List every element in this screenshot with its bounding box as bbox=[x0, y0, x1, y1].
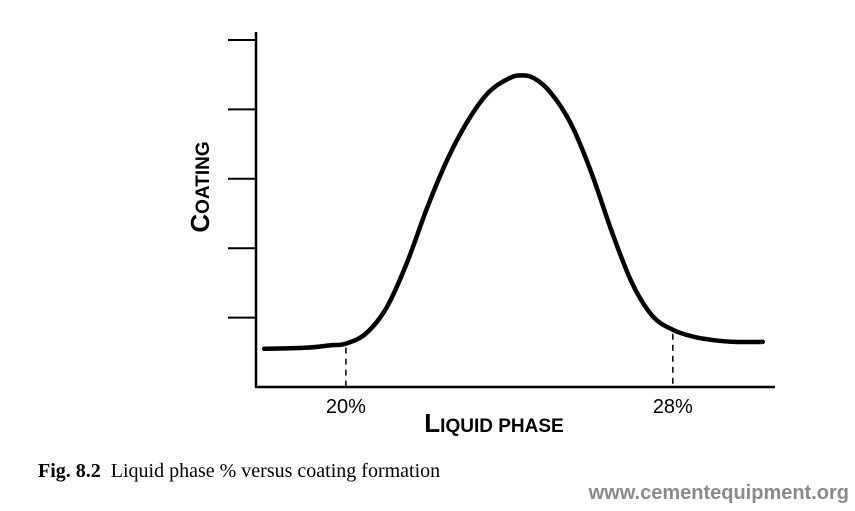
coating-curve bbox=[261, 73, 765, 352]
x-tick-label: 28% bbox=[653, 396, 693, 418]
watermark: www.cementequipment.org bbox=[588, 482, 849, 504]
figure-number: Fig. 8.2 bbox=[38, 460, 101, 482]
figure-caption: Fig. 8.2 Liquid phase % versus coating fo… bbox=[38, 460, 440, 483]
y-axis-label: COATING bbox=[185, 141, 215, 232]
figure-caption-text: Liquid phase % versus coating formation bbox=[110, 460, 441, 482]
x-tick-label: 20% bbox=[326, 396, 366, 418]
x-axis-label: LIQUID PHASE bbox=[424, 408, 563, 438]
